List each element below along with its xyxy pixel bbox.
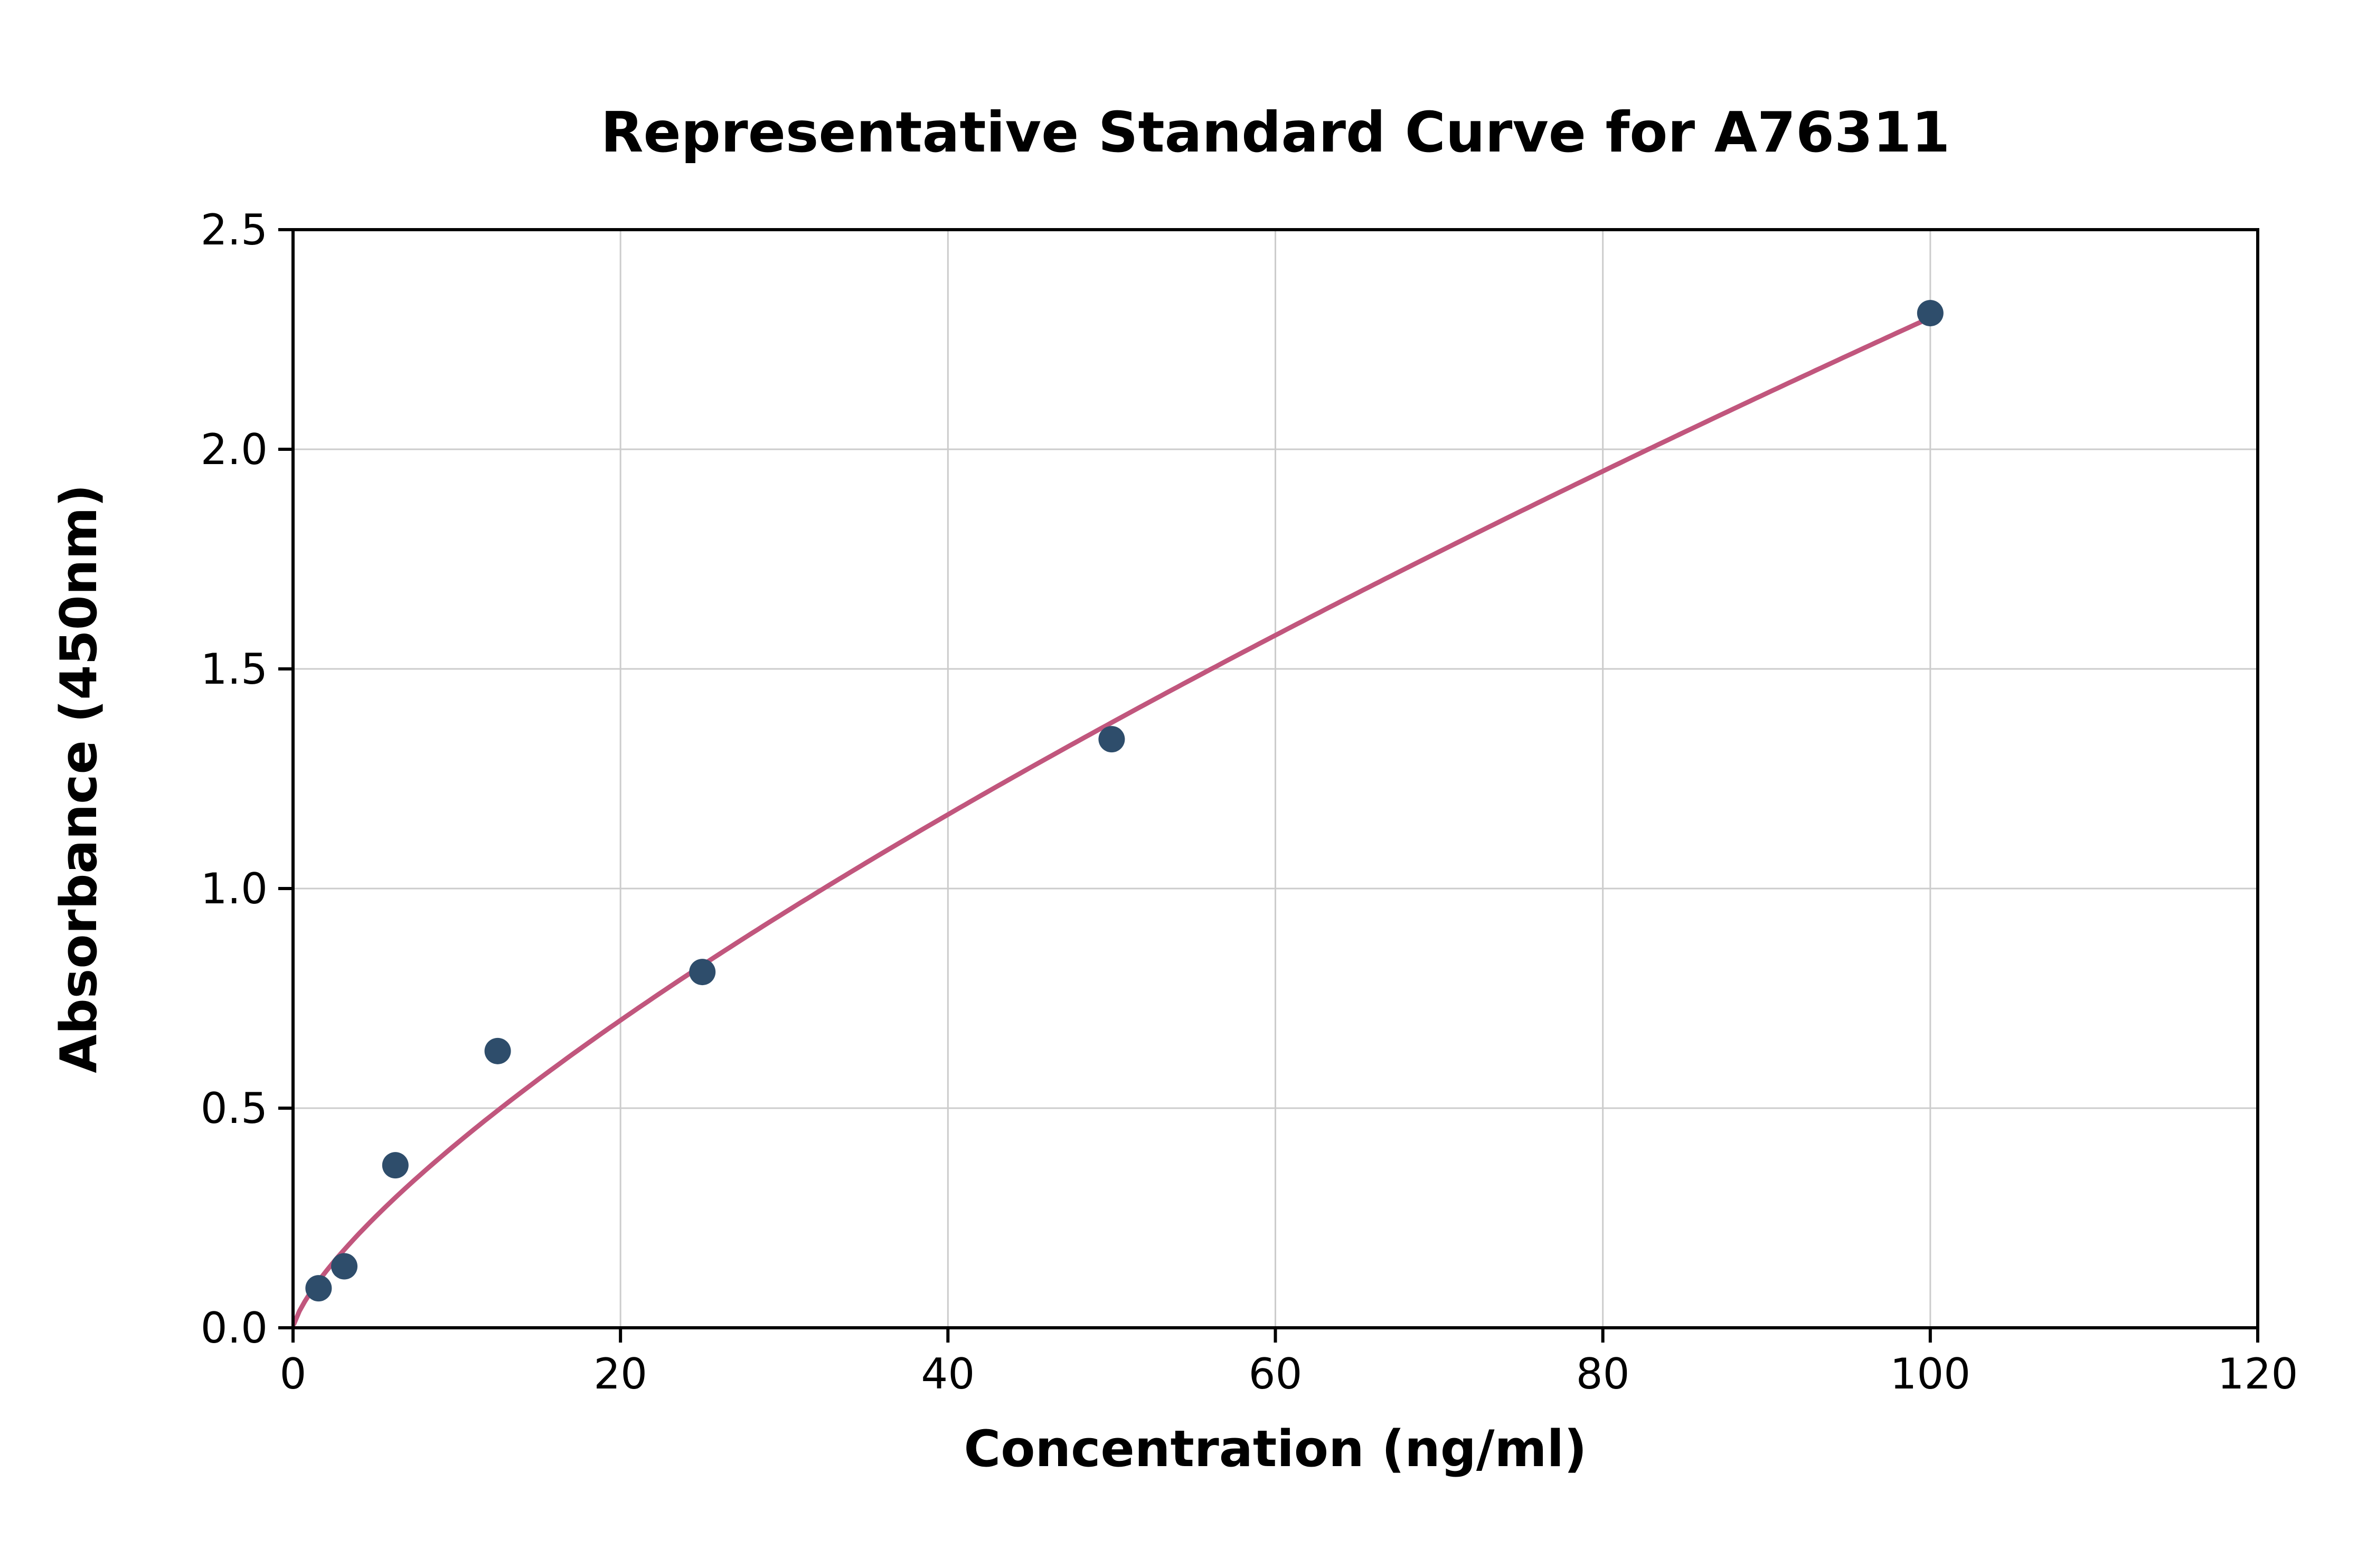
x-tick-label: 60 <box>1249 1349 1303 1399</box>
data-point <box>1917 300 1944 327</box>
fit-curve-line <box>291 315 1933 1327</box>
data-point <box>382 1152 409 1179</box>
data-point <box>331 1253 358 1280</box>
data-point <box>305 1275 332 1302</box>
y-tick-label: 2.5 <box>201 205 268 254</box>
y-tick-label: 1.0 <box>201 864 268 913</box>
x-tick-label: 20 <box>593 1349 647 1399</box>
data-point <box>484 1037 511 1064</box>
x-tick-label: 100 <box>1890 1349 1970 1399</box>
x-tick-label: 80 <box>1576 1349 1630 1399</box>
x-tick-label: 120 <box>2218 1349 2298 1399</box>
chart-title: Representative Standard Curve for A76311 <box>600 100 1950 165</box>
y-tick-label: 0.0 <box>201 1303 268 1353</box>
x-axis-label: Concentration (ng/ml) <box>964 1420 1587 1478</box>
y-tick-label: 2.0 <box>201 425 268 474</box>
y-tick-label: 0.5 <box>201 1084 268 1133</box>
x-tick-label: 0 <box>280 1349 307 1399</box>
y-tick-label: 1.5 <box>201 645 268 694</box>
x-tick-label: 40 <box>921 1349 975 1399</box>
data-point <box>689 959 716 986</box>
data-point <box>1098 726 1125 753</box>
